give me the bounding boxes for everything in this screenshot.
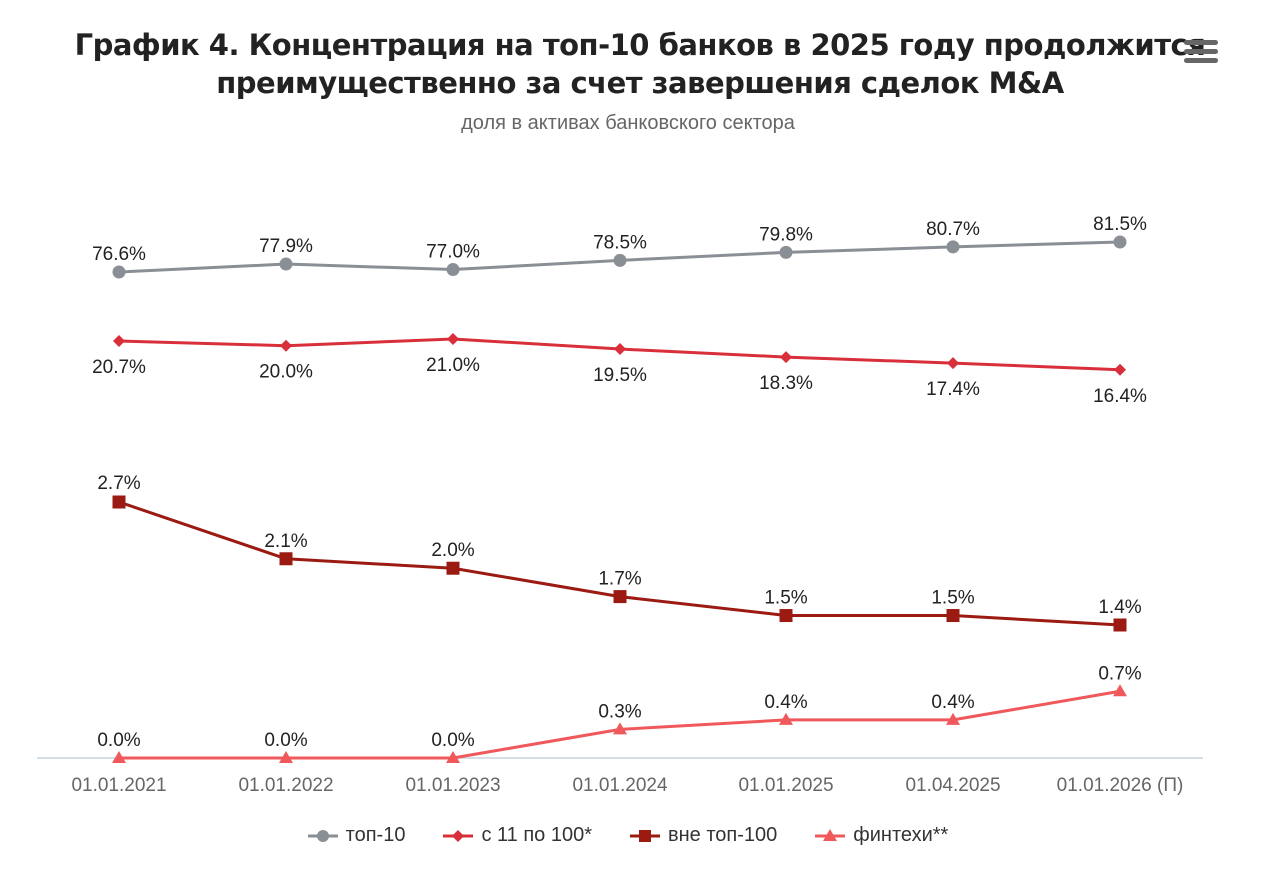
- data-point-circle: [446, 263, 460, 277]
- legend-diamond-icon: [443, 829, 474, 842]
- data-label: 19.5%: [593, 365, 647, 386]
- data-point-triangle: [779, 712, 793, 725]
- x-tick-label: 01.01.2021: [71, 775, 166, 796]
- data-label: 2.1%: [264, 531, 307, 552]
- legend-label: топ-10: [345, 824, 406, 846]
- x-tick-label: 01.01.2026 (П): [1057, 775, 1184, 796]
- data-point-square: [112, 495, 126, 509]
- data-label: 1.7%: [598, 569, 641, 590]
- data-label: 0.0%: [264, 730, 307, 751]
- data-point-circle: [779, 245, 793, 259]
- data-label: 1.4%: [1098, 597, 1141, 618]
- data-label: 79.8%: [759, 224, 813, 245]
- data-label: 0.4%: [764, 692, 807, 713]
- data-label: 2.7%: [97, 473, 140, 494]
- data-label: 77.0%: [426, 242, 480, 263]
- data-label: 0.3%: [598, 701, 641, 722]
- data-point-circle: [613, 253, 627, 267]
- data-point-circle: [279, 257, 293, 271]
- line-chart: 01.01.2021 01.01.2022 01.01.2023 01.01.2024…: [37, 214, 1203, 796]
- legend-label: вне топ-100: [668, 824, 778, 846]
- chart-title-line-2: преимущественно за счет завершения сдело…: [216, 66, 1064, 100]
- data-point-square: [946, 609, 960, 623]
- data-label: 1.5%: [931, 588, 974, 609]
- data-point-circle: [946, 240, 960, 254]
- data-point-triangle: [1113, 684, 1127, 697]
- data-label: 16.4%: [1093, 386, 1147, 407]
- legend-circle-icon: [307, 829, 338, 842]
- data-label: 20.0%: [259, 362, 313, 383]
- legend-triangle-icon: [815, 828, 846, 841]
- legend-label: финтехи**: [853, 824, 949, 846]
- data-point-circle: [1113, 235, 1127, 249]
- data-point-diamond: [780, 351, 792, 364]
- chart-title: График 4. Концентрация на топ-10 банков …: [60, 26, 1220, 102]
- legend-square-icon: [630, 829, 661, 842]
- legend-item[interactable]: топ-10: [307, 824, 406, 847]
- hamburger-menu-icon[interactable]: [1184, 40, 1218, 66]
- data-label: 0.0%: [97, 730, 140, 751]
- data-label: 0.7%: [1098, 663, 1141, 684]
- data-label: 80.7%: [926, 219, 980, 240]
- data-label: 21.0%: [426, 355, 480, 376]
- x-tick-label: 01.01.2022: [238, 775, 333, 796]
- data-label: 17.4%: [926, 379, 980, 400]
- x-tick-label: 01.04.2025: [905, 775, 1000, 796]
- legend-label: с 11 по 100*: [481, 824, 593, 846]
- chart-subtitle: доля в активах банковского сектора: [461, 112, 795, 134]
- data-point-triangle: [279, 751, 293, 763]
- data-point-triangle: [112, 751, 126, 763]
- data-point-diamond: [947, 357, 959, 370]
- data-point-square: [779, 609, 793, 623]
- data-point-square: [613, 590, 627, 604]
- legend-item[interactable]: вне топ-100: [630, 824, 777, 847]
- chart-legend: топ-10 с 11 по 100* вне топ-100 финтехи**: [0, 824, 1256, 847]
- data-point-square: [1113, 618, 1127, 632]
- data-point-diamond: [280, 339, 292, 352]
- data-label: 78.5%: [593, 232, 647, 253]
- x-tick-label: 01.01.2023: [405, 775, 500, 796]
- data-label: 18.3%: [759, 373, 813, 394]
- data-label: 20.7%: [92, 357, 146, 378]
- data-label: 76.6%: [92, 244, 146, 265]
- data-point-square: [446, 561, 460, 575]
- data-label: 0.4%: [931, 692, 974, 713]
- data-point-square: [279, 552, 293, 566]
- legend-item[interactable]: финтехи**: [815, 824, 948, 847]
- legend-item[interactable]: с 11 по 100*: [443, 824, 592, 847]
- x-tick-label: 01.01.2024: [572, 775, 668, 796]
- data-point-triangle: [446, 751, 460, 763]
- data-label: 81.5%: [1093, 214, 1147, 235]
- data-point-diamond: [113, 335, 125, 347]
- chart-title-line-1: График 4. Концентрация на топ-10 банков …: [74, 28, 1206, 62]
- data-point-circle: [112, 265, 126, 279]
- x-tick-label: 01.01.2025: [738, 775, 833, 796]
- data-point-triangle: [946, 712, 960, 725]
- data-label: 2.0%: [431, 540, 474, 561]
- data-label: 77.9%: [259, 236, 313, 257]
- data-point-diamond: [447, 332, 459, 345]
- data-point-triangle: [613, 722, 627, 735]
- data-point-diamond: [614, 343, 626, 356]
- data-label: 0.0%: [431, 730, 474, 751]
- data-point-diamond: [1114, 363, 1126, 376]
- data-label: 1.5%: [764, 588, 807, 609]
